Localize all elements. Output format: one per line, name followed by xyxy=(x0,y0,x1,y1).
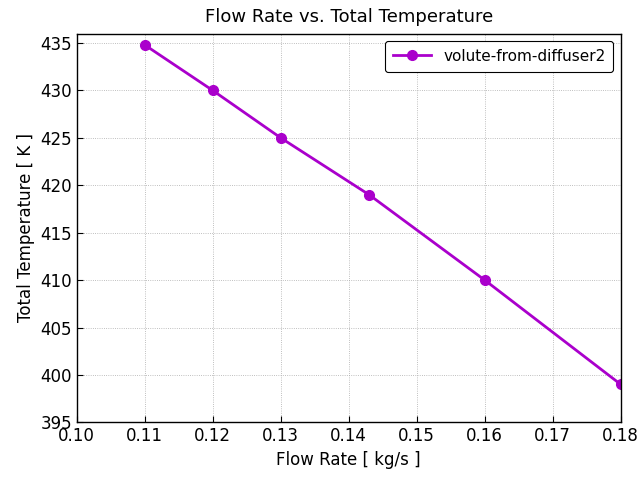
Y-axis label: Total Temperature [ K ]: Total Temperature [ K ] xyxy=(17,133,35,323)
Legend: volute-from-diffuser2: volute-from-diffuser2 xyxy=(385,41,613,72)
Line: volute-from-diffuser2: volute-from-diffuser2 xyxy=(140,40,626,389)
X-axis label: Flow Rate [ kg/s ]: Flow Rate [ kg/s ] xyxy=(276,451,421,469)
volute-from-diffuser2 xyxy=(209,88,216,94)
volute-from-diffuser2 xyxy=(141,42,148,48)
volute-from-diffuser2 xyxy=(481,277,489,283)
Title: Flow Rate vs. Total Temperature: Flow Rate vs. Total Temperature xyxy=(205,9,493,26)
volute-from-diffuser2 xyxy=(277,135,285,141)
volute-from-diffuser2 xyxy=(365,192,373,198)
volute-from-diffuser2 xyxy=(617,382,625,387)
